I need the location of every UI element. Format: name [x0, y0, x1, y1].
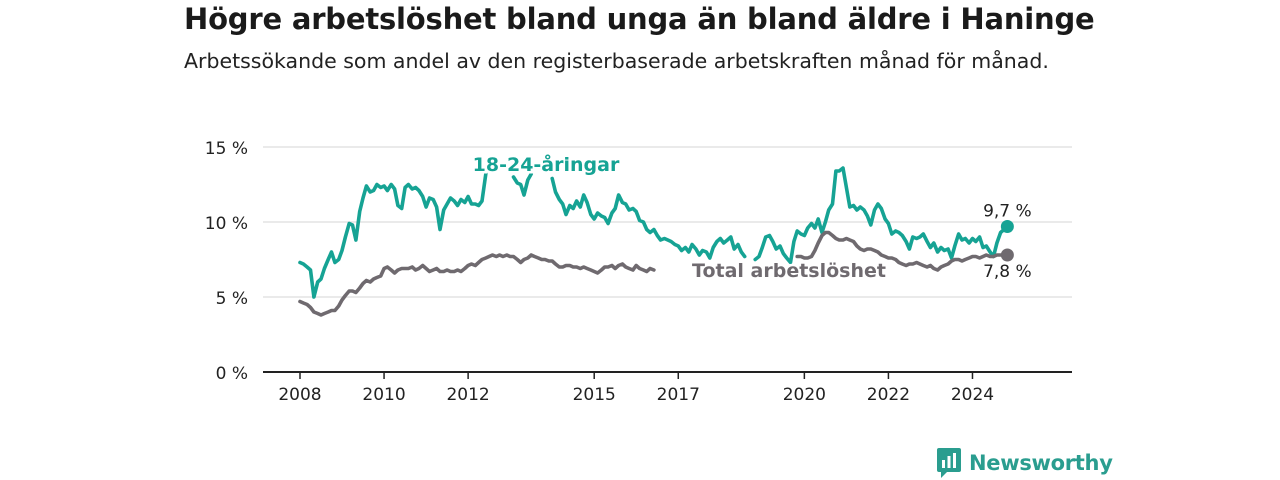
logo-text: Newsworthy — [969, 451, 1113, 475]
end-label-total: 7,8 % — [983, 262, 1032, 282]
end-point-youth — [1000, 220, 1014, 233]
end-label-youth: 9,7 % — [983, 202, 1032, 222]
x-tick-label: 2008 — [278, 385, 321, 405]
y-tick-label: 0 % — [216, 364, 248, 384]
end-point-total — [1000, 248, 1014, 262]
series-lines — [298, 166, 1010, 317]
gridlines — [263, 146, 1072, 298]
x-tick-label: 2024 — [951, 385, 994, 405]
x-tick-label: 2012 — [446, 385, 489, 405]
chart-title: Högre arbetslöshet bland unga än bland ä… — [184, 2, 1095, 36]
x-axis-ticks: 2008 2010 2012 2015 2017 2020 2022 2024 — [278, 372, 994, 405]
series-line-total — [298, 230, 1010, 317]
x-tick-label: 2017 — [657, 385, 700, 405]
y-tick-label: 10 % — [205, 214, 248, 234]
series-label-total: Total arbetslöshet — [692, 260, 886, 282]
y-tick-label: 5 % — [216, 289, 248, 309]
series-label-youth: 18-24-åringar — [473, 152, 620, 176]
x-tick-label: 2010 — [362, 385, 405, 405]
x-tick-label: 2020 — [783, 385, 826, 405]
series-line-youth — [298, 166, 1010, 299]
x-tick-label: 2015 — [573, 385, 616, 405]
chart-subtitle: Arbetssökande som andel av den registerb… — [184, 49, 1049, 73]
series-labels: 18-24-åringar Total arbetslöshet 9,7 % 7,8 … — [470, 150, 1032, 285]
newsworthy-logo-icon — [937, 448, 961, 478]
newsworthy-logo: Newsworthy — [937, 448, 1113, 478]
x-tick-label: 2022 — [867, 385, 910, 405]
y-tick-label: 15 % — [205, 139, 248, 159]
y-axis-ticks: 0 % 5 % 10 % 15 % — [205, 139, 248, 384]
